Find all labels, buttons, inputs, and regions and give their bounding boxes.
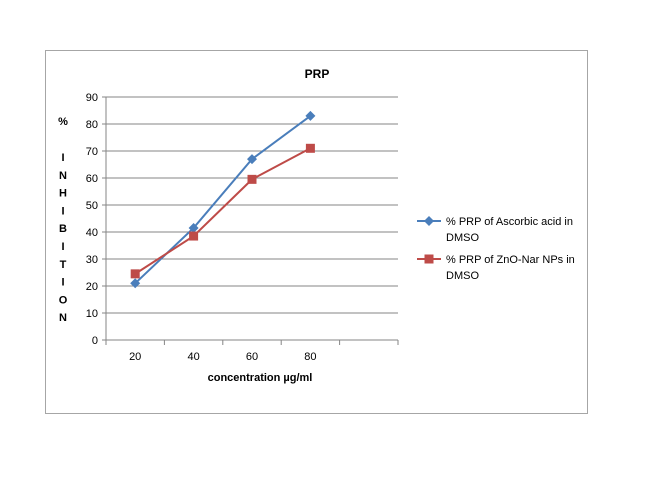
- y-tick-label: 30: [86, 254, 98, 266]
- x-tick-labels: 20 40 60 80: [129, 351, 316, 363]
- y-axis-label-letter: T: [60, 259, 67, 271]
- series-2: [130, 143, 315, 279]
- series-line: [134, 147, 311, 275]
- legend-label: DMSO: [446, 232, 479, 244]
- y-axis-label-letter: N: [59, 312, 67, 324]
- legend-marker-square: [424, 254, 434, 264]
- y-axis-label-percent: %: [58, 116, 68, 128]
- y-tick-label: 40: [86, 227, 98, 239]
- series-1: [130, 110, 316, 289]
- x-tick-label: 60: [246, 351, 258, 363]
- x-tick-label: 40: [187, 351, 199, 363]
- y-axis-label-letter: B: [59, 223, 67, 235]
- legend-item-2: % PRP of ZnO-Nar NPs in DMSO: [417, 254, 575, 282]
- gridlines: [106, 96, 398, 314]
- x-tick-label: 20: [129, 351, 141, 363]
- data-point-diamond: [130, 278, 141, 289]
- series-line: [134, 115, 311, 285]
- y-tick-label: 50: [86, 200, 98, 212]
- x-axis-label: concentration µg/ml: [208, 372, 313, 384]
- data-point-square: [247, 174, 257, 184]
- chart-title: PRP: [305, 67, 330, 81]
- data-point-diamond: [305, 110, 316, 121]
- data-point-square: [189, 231, 199, 241]
- legend-item-1: % PRP of Ascorbic acid in DMSO: [417, 216, 573, 244]
- series-group: [130, 110, 316, 289]
- y-tick-label: 60: [86, 173, 98, 185]
- data-point-square: [305, 143, 315, 153]
- y-axis-label-letter: I: [61, 241, 64, 253]
- y-tick-label: 20: [86, 281, 98, 293]
- y-axis-label-letter: N: [59, 170, 67, 182]
- legend-label: % PRP of ZnO-Nar NPs in: [446, 254, 575, 266]
- y-tick-labels: 0 10 20 30 40 50 60 70 80 90: [86, 92, 98, 347]
- y-axis-label-letter: I: [61, 205, 64, 217]
- axes: [102, 96, 399, 345]
- legend-label: DMSO: [446, 270, 479, 282]
- x-tick-label: 80: [304, 351, 316, 363]
- y-tick-label: 0: [92, 335, 98, 347]
- legend-marker-diamond: [424, 216, 434, 226]
- y-tick-label: 80: [86, 119, 98, 131]
- y-axis-label-letter: O: [59, 294, 68, 306]
- y-tick-label: 70: [86, 146, 98, 158]
- y-axis-label-letter: I: [61, 277, 64, 289]
- y-axis-label-letter: H: [59, 188, 67, 200]
- data-point-square: [130, 269, 140, 279]
- y-tick-label: 90: [86, 92, 98, 104]
- y-axis-label-letter: I: [61, 152, 64, 164]
- data-point-diamond: [188, 222, 199, 233]
- legend-label: % PRP of Ascorbic acid in: [446, 216, 573, 228]
- data-point-diamond: [247, 154, 257, 165]
- y-tick-label: 10: [86, 308, 98, 320]
